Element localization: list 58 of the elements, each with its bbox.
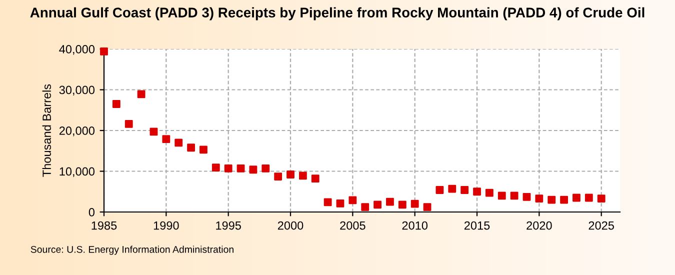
- chart-title: Annual Gulf Coast (PADD 3) Receipts by Pipeline from Rocky Mountain (PADD 4) of Crude Oil: [30, 7, 644, 20]
- x-tick-label: 2020: [526, 221, 552, 230]
- point: [249, 166, 258, 174]
- point: [398, 200, 406, 209]
- y-tick-label: 20,000: [59, 126, 95, 136]
- point: [100, 47, 108, 56]
- point: [212, 164, 220, 172]
- point: [112, 100, 120, 108]
- point: [324, 198, 332, 206]
- x-tick-label: 2000: [278, 221, 304, 230]
- y-tick-label: 40,000: [59, 45, 95, 55]
- point: [522, 192, 531, 201]
- x-tick-label: 2015: [464, 221, 490, 230]
- x-tick-label: 2005: [340, 221, 366, 230]
- point: [386, 198, 394, 206]
- point: [548, 196, 556, 204]
- y-tick-label: 10,000: [60, 167, 95, 178]
- point: [236, 164, 245, 172]
- point: [286, 170, 294, 178]
- point: [348, 196, 357, 204]
- source-note: Source: U.S. Energy Information Administration: [30, 246, 234, 255]
- point: [262, 164, 270, 172]
- point: [274, 172, 282, 180]
- x-tick-label: 1995: [216, 221, 241, 230]
- point: [162, 135, 170, 144]
- point: [535, 194, 544, 203]
- point: [374, 200, 382, 209]
- point: [311, 174, 320, 183]
- x-tick-label: 1985: [92, 221, 117, 230]
- y-axis-title: Thousand Barrels: [42, 84, 51, 177]
- point: [460, 186, 469, 194]
- point: [124, 120, 133, 128]
- point: [298, 172, 307, 180]
- point: [361, 203, 370, 212]
- point: [336, 199, 344, 208]
- point: [597, 194, 606, 203]
- point: [448, 184, 456, 193]
- point: [473, 188, 481, 196]
- point: [584, 194, 593, 202]
- point: [485, 188, 494, 197]
- point: [410, 200, 419, 208]
- point: [150, 128, 158, 136]
- y-tick-label: 0: [88, 208, 95, 216]
- x-tick-label: 2025: [588, 221, 614, 230]
- point: [224, 164, 232, 172]
- point: [200, 146, 208, 154]
- x-tick-label: 2010: [402, 221, 428, 230]
- point: [572, 194, 580, 202]
- x-tick-label: 1990: [154, 221, 179, 230]
- point: [174, 138, 183, 147]
- point: [560, 196, 568, 204]
- point: [137, 90, 146, 98]
- point: [436, 186, 444, 194]
- y-tick-label: 30,000: [59, 86, 95, 96]
- point: [423, 203, 432, 212]
- point: [498, 192, 506, 200]
- point: [187, 144, 195, 152]
- point: [510, 192, 518, 200]
